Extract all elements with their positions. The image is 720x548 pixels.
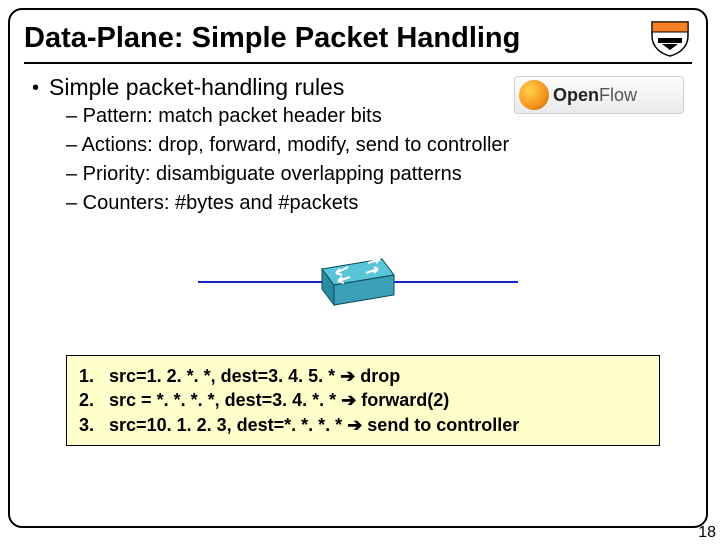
slide-frame: Data-Plane: Simple Packet Handling OpenF… [8,8,708,528]
switch-wrap [198,247,518,327]
rule-rhs: forward(2) [361,390,449,410]
openflow-text: OpenFlow [553,85,637,106]
rule-row: 1. src=1. 2. *. *, dest=3. 4. 5. * ➔ dro… [79,364,647,388]
rule-lhs: src=1. 2. *. *, dest=3. 4. 5. * [109,366,335,386]
arrow-icon: ➔ [340,366,360,386]
switch-icon [318,255,398,309]
rule-lhs: src=10. 1. 2. 3, dest=*. *. *. * [109,415,342,435]
sub-bullet: – Counters: #bytes and #packets [66,190,684,217]
princeton-shield-icon [648,18,692,58]
openflow-light: Flow [599,85,637,105]
sub-bullet: – Priority: disambiguate overlapping pat… [66,161,684,188]
switch-diagram [32,247,684,327]
rule-lhs: src = *. *. *. *, dest=3. 4. *. * [109,390,336,410]
rule-num: 1. [79,366,94,386]
page-number: 18 [698,524,716,542]
openflow-bold: Open [553,85,599,105]
rule-row: 3. src=10. 1. 2. 3, dest=*. *. *. * ➔ se… [79,413,647,437]
rule-rhs: drop [360,366,400,386]
rule-rhs: send to controller [367,415,519,435]
content-area: • Simple packet-handling rules – Pattern… [24,64,692,446]
rule-row: 2. src = *. *. *. *, dest=3. 4. *. * ➔ f… [79,388,647,412]
rule-num: 3. [79,415,94,435]
openflow-logo: OpenFlow [514,76,684,114]
rule-num: 2. [79,390,94,410]
arrow-icon: ➔ [347,415,367,435]
arrow-icon: ➔ [341,390,361,410]
rules-box: 1. src=1. 2. *. *, dest=3. 4. 5. * ➔ dro… [66,355,660,446]
slide-title: Data-Plane: Simple Packet Handling [24,22,520,55]
title-row: Data-Plane: Simple Packet Handling [24,18,692,64]
wire-left [198,281,328,283]
sub-bullet: – Actions: drop, forward, modify, send t… [66,132,684,159]
bullet-dot-icon: • [32,78,39,98]
wire-right [388,281,518,283]
openflow-orb-icon [519,80,549,110]
bullet-text: Simple packet-handling rules [49,74,344,101]
